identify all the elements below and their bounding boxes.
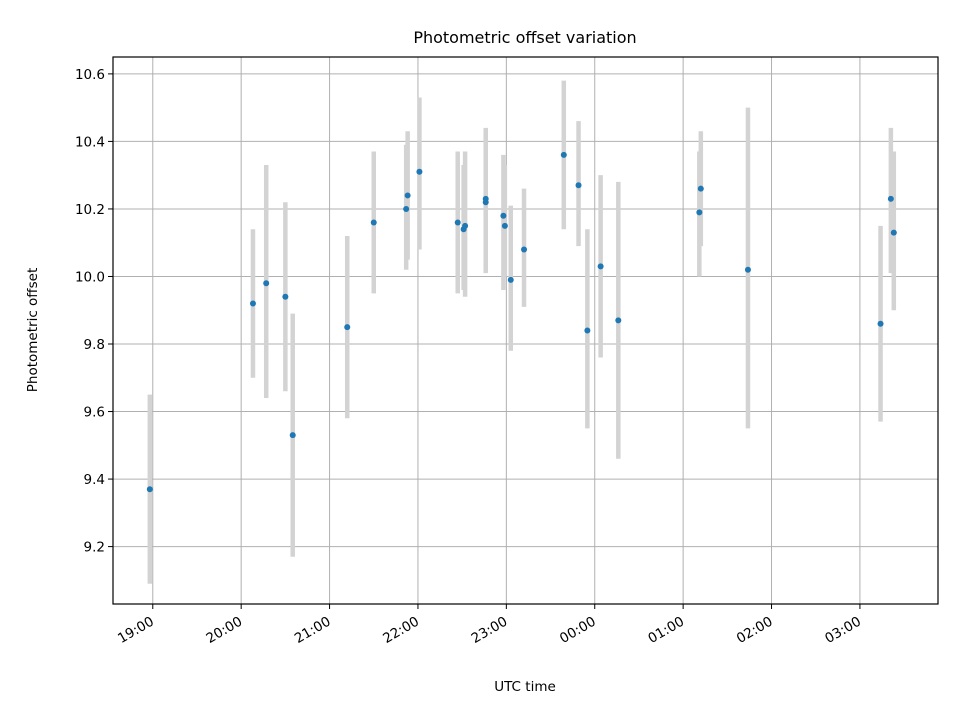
data-point [263, 280, 270, 287]
x-tick-label: 21:00 [292, 614, 334, 647]
data-point [500, 212, 507, 219]
data-point [462, 222, 469, 229]
axis-ticks: 9.2 9.4 9.6 9.8 10.0 10.2 10.4 10.6 19:00 20:00 21… [75, 67, 864, 647]
data-point [696, 209, 703, 216]
grid [113, 57, 938, 604]
y-tick-label: 9.4 [84, 472, 105, 488]
data-point [404, 192, 411, 199]
x-tick-label: 01:00 [645, 614, 687, 647]
x-tick-label: 23:00 [469, 614, 511, 647]
error-bars [147, 80, 897, 584]
y-tick-label: 10.4 [75, 134, 105, 150]
x-tick-label: 00:00 [557, 614, 599, 647]
y-axis-label: Photometric offset [25, 268, 41, 392]
data-point [697, 185, 704, 192]
x-tick-label: 02:00 [734, 614, 776, 647]
data-point [501, 222, 508, 229]
y-tick-label: 10.2 [75, 202, 105, 218]
data-point [887, 195, 894, 202]
data-point [370, 219, 377, 226]
data-point [482, 195, 489, 202]
x-tick-label: 03:00 [822, 614, 864, 647]
data-point [146, 486, 153, 493]
data-point [615, 317, 622, 324]
data-point [597, 263, 604, 270]
data-point [575, 182, 582, 189]
plot-frame [112, 56, 939, 605]
data-point [289, 432, 296, 439]
x-tick-label: 22:00 [380, 614, 422, 647]
chart-title: Photometric offset variation [413, 28, 636, 47]
y-tick-label: 10.6 [75, 67, 105, 83]
x-axis-label: UTC time [494, 679, 556, 695]
data-point [344, 324, 351, 331]
data-point [507, 276, 514, 283]
data-point [521, 246, 528, 253]
data-point [744, 266, 751, 273]
data-point [416, 168, 423, 175]
data-points [146, 151, 897, 493]
data-point [282, 293, 289, 300]
y-tick-label: 9.8 [84, 337, 105, 353]
data-point [454, 219, 461, 226]
data-point [877, 320, 884, 327]
x-tick-label: 20:00 [203, 614, 245, 647]
data-point [249, 300, 256, 307]
data-point [584, 327, 591, 334]
data-point [403, 205, 410, 212]
data-point [560, 151, 567, 158]
data-point [890, 229, 897, 236]
y-tick-label: 10.0 [75, 269, 105, 285]
y-tick-label: 9.6 [84, 405, 105, 421]
y-tick-label: 9.2 [84, 540, 105, 556]
x-tick-label: 19:00 [115, 614, 157, 647]
